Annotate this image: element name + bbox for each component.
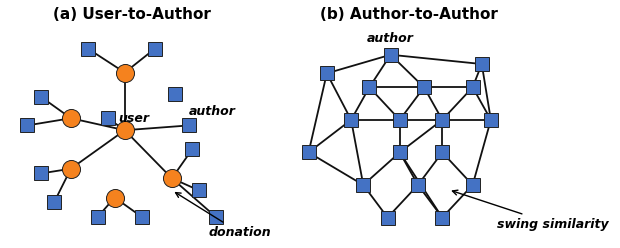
Title: (a) User-to-Author: (a) User-to-Author [53, 7, 210, 22]
Text: author: author [188, 104, 236, 118]
Text: author: author [367, 32, 414, 45]
Text: swing similarity: swing similarity [453, 190, 609, 231]
Text: donation: donation [175, 193, 272, 239]
Title: (b) Author-to-Author: (b) Author-to-Author [320, 7, 498, 22]
Text: user: user [118, 112, 149, 125]
